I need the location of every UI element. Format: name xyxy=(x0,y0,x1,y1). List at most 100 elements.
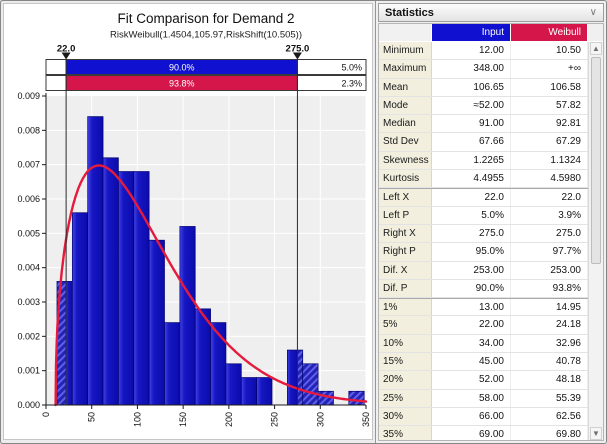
stat-input-value: ≈52.00 xyxy=(432,96,511,115)
col-blank xyxy=(379,24,432,42)
table-row: 20% 52.00 48.18 xyxy=(379,371,588,390)
stat-input-value: 66.00 xyxy=(432,407,511,426)
stat-weibull-value: 69.80 xyxy=(511,426,588,440)
stat-weibull-value: 57.82 xyxy=(511,96,588,115)
statistics-panel-header[interactable]: Statistics ∨ xyxy=(378,3,604,22)
histogram-bar xyxy=(102,157,119,406)
stat-input-value: 275.0 xyxy=(432,224,511,243)
table-row: 10% 34.00 32.96 xyxy=(379,334,588,354)
stat-input-value: 106.65 xyxy=(432,78,511,96)
stat-weibull-value: 40.78 xyxy=(511,353,588,371)
histogram-bar xyxy=(287,349,298,406)
stat-label: 20% xyxy=(379,371,432,389)
weibull-band-middle-percent: 93.8% xyxy=(169,79,195,89)
y-tick-label: 0.005 xyxy=(17,228,40,238)
header-filler xyxy=(588,24,603,42)
stat-label: Mean xyxy=(379,78,432,96)
chart-panel: Fit Comparison for Demand 2 RiskWeibull(1… xyxy=(1,1,376,443)
stat-label: 35% xyxy=(379,426,432,440)
histogram-bar xyxy=(302,363,319,406)
stat-weibull-value: 253.00 xyxy=(511,261,588,279)
stat-weibull-value: 62.56 xyxy=(511,407,588,426)
stat-label: Minimum xyxy=(379,42,432,60)
stat-label: 25% xyxy=(379,389,432,407)
statistics-table: Input Weibull Minimum 12.00 10.50 Maximum 348… xyxy=(378,23,604,441)
histogram-bar xyxy=(148,239,165,406)
table-row: Maximum 348.00 +∞ xyxy=(379,60,588,79)
y-tick-label: 0.009 xyxy=(17,91,40,101)
y-tick-label: 0.007 xyxy=(17,160,40,170)
left-delimiter-handle[interactable] xyxy=(61,52,71,60)
chart-title: Fit Comparison for Demand 2 xyxy=(117,11,294,26)
stat-weibull-value: 24.18 xyxy=(511,316,588,334)
scrollbar-thumb[interactable] xyxy=(591,57,601,264)
stat-weibull-value: 32.96 xyxy=(511,334,588,353)
stat-input-value: 91.00 xyxy=(432,115,511,133)
weibull-fit-curve xyxy=(54,164,368,407)
stat-label: 30% xyxy=(379,407,432,426)
stat-input-value: 4.4955 xyxy=(432,170,511,188)
x-tick-label: 300 xyxy=(315,412,325,427)
chevron-down-icon[interactable]: ∨ xyxy=(589,6,597,18)
input-band-left-box xyxy=(45,59,67,75)
weibull-band-right-percent: 2.3% xyxy=(341,79,362,89)
stats-table-body: Minimum 12.00 10.50 Maximum 348.00 +∞ Mean 106.… xyxy=(379,42,588,440)
table-row: 25% 58.00 55.39 xyxy=(379,389,588,408)
stat-weibull-value: 4.5980 xyxy=(511,170,588,188)
y-tick-label: 0.001 xyxy=(17,366,40,376)
x-tick-label: 350 xyxy=(361,412,371,427)
right-delimiter-handle[interactable] xyxy=(292,52,302,60)
y-tick-label: 0.002 xyxy=(17,331,40,341)
stat-weibull-value: 10.50 xyxy=(511,42,588,60)
histogram-bar xyxy=(133,171,150,406)
table-row: Std Dev 67.66 67.29 xyxy=(379,133,588,152)
y-tick-label: 0.003 xyxy=(17,297,40,307)
histogram-bar xyxy=(225,363,242,406)
histogram-bar xyxy=(297,349,304,406)
stat-input-value: 12.00 xyxy=(432,42,511,60)
stat-label: Dif. X xyxy=(379,261,432,279)
stat-label: 1% xyxy=(379,299,432,316)
stat-input-value: 45.00 xyxy=(432,353,511,371)
table-row: Skewness 1.2265 1.1324 xyxy=(379,151,588,171)
stat-input-value: 22.00 xyxy=(432,316,511,334)
stat-input-value: 67.66 xyxy=(432,133,511,151)
table-row: Minimum 12.00 10.50 xyxy=(379,42,588,61)
histogram-bar xyxy=(348,390,365,406)
y-tick-label: 0.000 xyxy=(17,400,40,410)
histogram-bar xyxy=(179,226,196,406)
stat-weibull-value: 106.58 xyxy=(511,78,588,96)
stat-weibull-value: 92.81 xyxy=(511,115,588,133)
stat-label: Right X xyxy=(379,224,432,243)
stat-label: 5% xyxy=(379,316,432,334)
left-delimiter-value: 22.0 xyxy=(57,44,76,55)
stat-input-value: 58.00 xyxy=(432,389,511,407)
stats-scrollbar[interactable]: ▲ ▼ xyxy=(588,42,603,440)
scroll-up-icon[interactable]: ▲ xyxy=(590,42,602,55)
x-tick-label: 0 xyxy=(41,412,51,417)
table-row: 1% 13.00 14.95 xyxy=(379,298,588,317)
histogram-bar xyxy=(164,322,181,406)
x-tick-label: 50 xyxy=(87,412,97,422)
stat-input-value: 52.00 xyxy=(432,371,511,389)
stat-label: Right P xyxy=(379,243,432,261)
stat-label: Dif. P xyxy=(379,279,432,298)
table-row: 5% 22.00 24.18 xyxy=(379,316,588,335)
histogram-bar xyxy=(71,212,89,406)
fit-comparison-chart: Fit Comparison for Demand 2 RiskWeibull(1… xyxy=(3,3,373,440)
stat-input-value: 253.00 xyxy=(432,261,511,279)
stat-weibull-value: 97.7% xyxy=(511,243,588,261)
stat-weibull-value: +∞ xyxy=(511,60,588,78)
input-band-middle-percent: 90.0% xyxy=(169,63,195,73)
statistics-panel: Statistics ∨ Input Weibull Minimum 12.00 10… xyxy=(375,1,606,443)
stat-input-value: 1.2265 xyxy=(432,151,511,170)
stat-weibull-value: 22.0 xyxy=(511,189,588,206)
col-weibull: Weibull xyxy=(511,24,588,42)
stat-weibull-value: 14.95 xyxy=(511,299,588,316)
histogram-bar xyxy=(256,377,273,406)
stat-input-value: 69.00 xyxy=(432,426,511,440)
scroll-down-icon[interactable]: ▼ xyxy=(590,427,602,440)
stat-label: Left P xyxy=(379,206,432,224)
stat-label: Std Dev xyxy=(379,133,432,151)
